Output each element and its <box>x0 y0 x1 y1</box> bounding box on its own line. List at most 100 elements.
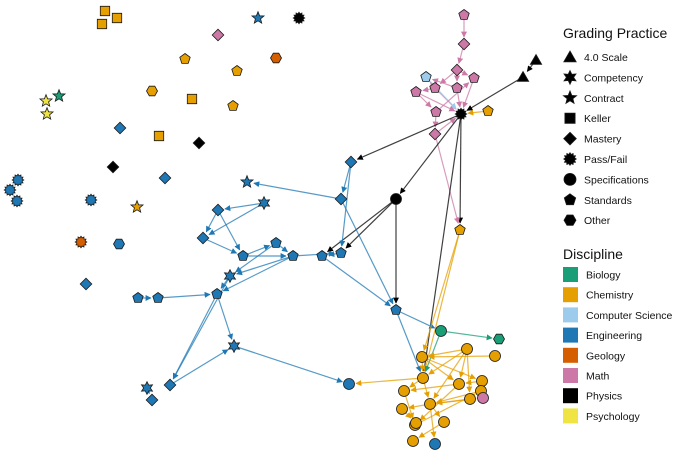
node-cc7 <box>398 385 410 397</box>
node-cc13 <box>410 417 422 429</box>
node-ps1 <box>38 93 54 107</box>
legend-color-item: Engineering <box>563 327 642 343</box>
legend-shape-label: Specifications <box>584 174 649 186</box>
edge-ed2-es1 <box>253 181 342 200</box>
legend-shape-label: Competency <box>584 72 644 84</box>
legend-color-swatch <box>563 388 578 404</box>
edge-ep3-ep8 <box>222 255 294 292</box>
node-sq1 <box>99 5 111 17</box>
edge-pc2-cc3 <box>422 229 461 351</box>
legend-shape-label: Other <box>584 215 611 227</box>
starburst-icon <box>562 151 578 167</box>
node-ep9 <box>390 304 402 315</box>
legend-color-swatch <box>563 327 578 343</box>
legend-shape-item: Pass/Fail <box>562 151 627 167</box>
node-hub <box>454 107 468 121</box>
legend-shape-label: Keller <box>584 113 611 125</box>
legend-color-swatch <box>563 368 578 383</box>
node-cc10 <box>396 403 408 415</box>
legend-color-label: Engineering <box>586 330 642 342</box>
triangle-icon <box>563 50 577 63</box>
node-cc11 <box>438 416 450 428</box>
node-ec1 <box>343 378 355 390</box>
node-dm1 <box>211 28 225 42</box>
node-dm5 <box>158 171 172 185</box>
edge-cc15-cc9 <box>436 390 482 404</box>
node-bc1 <box>435 325 447 337</box>
node-ep6 <box>132 292 144 303</box>
node-pc1 <box>482 105 494 116</box>
edge-hub-phc <box>399 113 462 194</box>
legend-color-swatch <box>563 347 578 363</box>
edge-ep2-es3 <box>235 242 277 273</box>
node-pm2 <box>429 82 441 93</box>
edge-hub-ed1 <box>356 113 462 160</box>
edge-bc1-cc1 <box>424 330 442 373</box>
node-cc6 <box>453 378 465 390</box>
legend-color-swatch <box>563 307 578 323</box>
edge-pc2-cc1 <box>423 229 461 372</box>
legend-color-label: Chemistry <box>586 290 634 302</box>
edge-pm6-pm4 <box>435 82 470 113</box>
legend-shape-item: Keller <box>564 112 611 125</box>
edge-cs1-hub <box>425 76 457 110</box>
nodes-layer <box>3 5 543 450</box>
node-bu3 <box>3 183 17 197</box>
node-bu1 <box>292 11 306 25</box>
circle-icon <box>563 172 577 186</box>
node-hx2 <box>146 85 158 97</box>
edge-ep9-bc1 <box>395 309 436 329</box>
edge-t2-hub <box>466 76 524 111</box>
legend-color-item: Geology <box>563 347 626 363</box>
edges-layer <box>138 15 537 438</box>
legend-title-discipline: Discipline <box>563 246 623 262</box>
edge-phc-ep5 <box>327 198 397 253</box>
edge-ep8-es4 <box>216 293 233 340</box>
edge-ep3-ep4 <box>292 250 335 257</box>
legend-color-item: Math <box>563 368 610 383</box>
legend-shape-item: 4.0 Scale <box>563 50 628 64</box>
edge-cc2-cc9 <box>433 348 468 399</box>
node-dm3 <box>192 136 206 150</box>
edge-ep7-ep8 <box>157 291 211 299</box>
legend-color-label: Computer Science <box>586 310 673 322</box>
legend-color-item: Psychology <box>563 408 640 424</box>
node-cc5 <box>476 375 488 387</box>
edge-ep8-ed5 <box>172 293 218 380</box>
legend-shape-label: Standards <box>584 195 632 207</box>
node-pm5 <box>410 86 422 97</box>
node-sq5 <box>153 130 165 142</box>
node-cc1 <box>417 372 429 384</box>
node-dm2 <box>113 121 127 135</box>
star5-icon <box>562 89 578 105</box>
node-pm6 <box>430 106 442 117</box>
edge-hub-pc2 <box>457 113 464 224</box>
node-phc <box>390 193 402 205</box>
legend-shape-item: Mastery <box>563 131 622 146</box>
node-es3 <box>223 268 237 284</box>
hexagon-icon <box>563 214 577 226</box>
edge-es2-ed3 <box>224 202 265 212</box>
node-es2 <box>257 195 271 211</box>
legend-color-item: Physics <box>563 388 622 404</box>
legend-shape-item: Contract <box>562 89 624 105</box>
legend-color-label: Math <box>586 371 610 383</box>
node-cc2 <box>461 343 473 355</box>
node-ep1 <box>237 250 249 261</box>
node-cc8 <box>464 393 476 405</box>
edge-ep5-ep9 <box>321 255 391 307</box>
legend-color-swatch <box>563 267 578 282</box>
node-dm6 <box>79 277 93 291</box>
legend-shape-item: Other <box>563 214 611 227</box>
node-ed5 <box>163 378 177 392</box>
edge-bc1-bh1 <box>440 330 493 341</box>
node-bu5 <box>84 193 98 207</box>
edge-es2-ed4 <box>208 202 265 236</box>
node-ep2 <box>270 237 282 248</box>
legend-shape-label: Mastery <box>584 134 622 146</box>
pentagon-icon <box>563 193 577 206</box>
node-ep5 <box>316 250 328 261</box>
legend-color-label: Psychology <box>586 411 640 423</box>
square-icon <box>564 112 576 124</box>
node-bu4 <box>10 194 24 208</box>
